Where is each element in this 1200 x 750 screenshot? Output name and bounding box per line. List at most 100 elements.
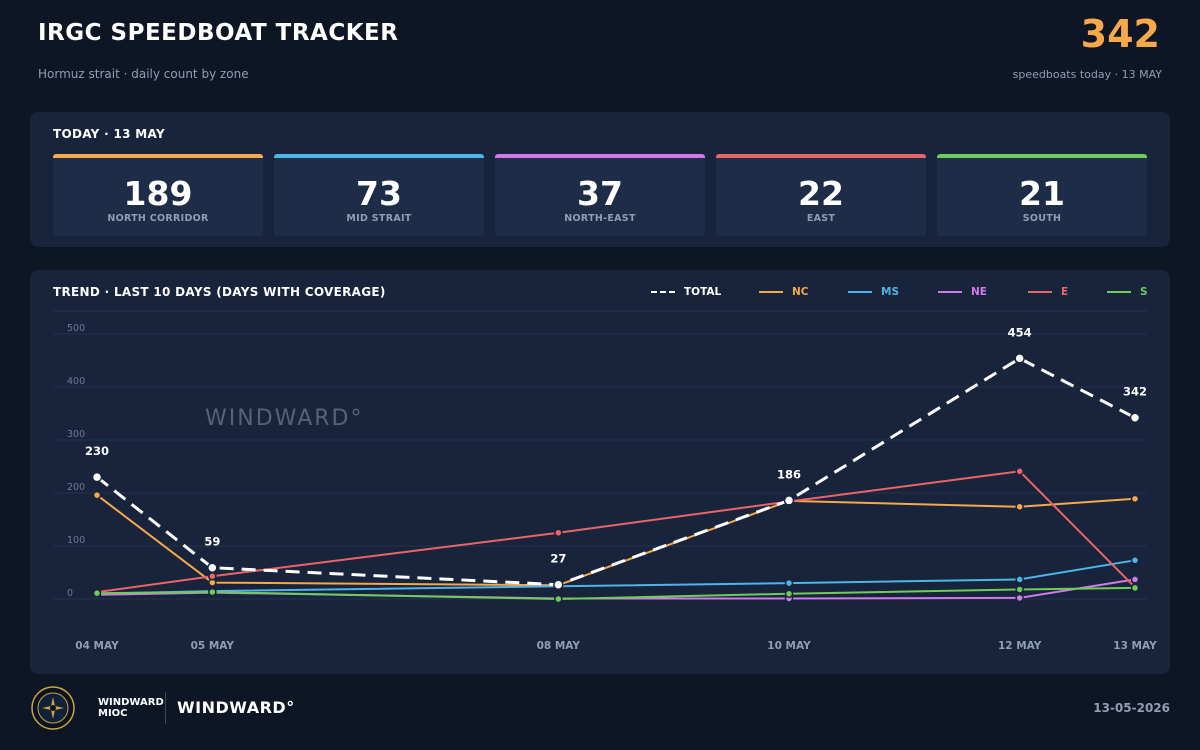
- data-point-e: [208, 571, 217, 581]
- legend-label: NE: [971, 286, 987, 298]
- total-today-value: 342: [1080, 12, 1160, 56]
- total-today-label: speedboats today · 13 MAY: [1012, 68, 1162, 81]
- zone-label: EAST: [806, 213, 836, 224]
- legend-item-s[interactable]: S: [1107, 284, 1148, 300]
- series-line-e: [96, 470, 1136, 594]
- data-point-total: [1129, 412, 1141, 423]
- data-label-total: 454: [1008, 325, 1032, 339]
- zone-label: NORTH-EAST: [564, 213, 636, 224]
- page-subtitle: Hormuz strait · daily count by zone: [38, 67, 249, 81]
- legend-item-ne[interactable]: NE: [938, 284, 987, 300]
- series-line-total: [96, 356, 1136, 587]
- x-tick-label: 08 MAY: [537, 640, 581, 652]
- legend-label: MS: [881, 286, 900, 298]
- zone-card-mid-strait: 73 MID STRAIT: [274, 154, 484, 236]
- trend-panel: 0 100 200 300 400 500 WINDWARD° 04 MAY 05 MAY 08 …: [30, 270, 1170, 674]
- zone-card-south: 21 SOUTH: [937, 154, 1147, 236]
- legend-swatch: [1028, 291, 1052, 293]
- zone-value: 189: [123, 174, 193, 213]
- data-point-ms: [1015, 575, 1024, 584]
- trend-title: TREND · LAST 10 DAYS (DAYS WITH COVERAGE…: [53, 285, 386, 299]
- data-point-total: [1014, 353, 1025, 364]
- data-label-total: 27: [550, 552, 566, 566]
- data-point-ne: [1015, 593, 1024, 603]
- zone-card-east: 22 EAST: [716, 154, 926, 236]
- mioc-emblem-icon: [31, 686, 75, 730]
- series-line-ms: [96, 559, 1136, 595]
- legend-item-ms[interactable]: MS: [848, 284, 899, 300]
- data-point-total: [783, 495, 795, 506]
- x-tick-label: 12 MAY: [998, 640, 1042, 652]
- x-tick-label: 04 MAY: [75, 640, 119, 652]
- data-point-s: [92, 588, 102, 598]
- legend-label: NC: [792, 286, 809, 298]
- data-point-total: [553, 579, 564, 590]
- series-line-nc: [96, 494, 1136, 587]
- zone-color-bar: [495, 154, 705, 158]
- data-label-total: 342: [1123, 385, 1147, 399]
- zone-value: 22: [798, 174, 844, 213]
- zone-label: SOUTH: [1022, 213, 1062, 224]
- zone-color-bar: [937, 154, 1147, 158]
- zone-color-bar: [274, 154, 484, 158]
- watermark: WINDWARD°: [205, 406, 363, 431]
- zone-value: 73: [356, 174, 402, 213]
- data-point-ms: [784, 578, 794, 588]
- x-tick-label: 10 MAY: [767, 640, 811, 652]
- footer-brand: WINDWARD°: [177, 698, 295, 717]
- legend-item-nc[interactable]: NC: [759, 284, 809, 300]
- footer-divider: [165, 692, 166, 724]
- legend-label: TOTAL: [684, 286, 722, 298]
- page-title: IRGC SPEEDBOAT TRACKER: [38, 20, 399, 46]
- series-line-s: [96, 586, 1136, 600]
- data-point-e: [1015, 467, 1024, 476]
- data-point-total: [207, 562, 218, 573]
- zone-label: MID STRAIT: [346, 213, 412, 224]
- data-point-e: [554, 528, 563, 537]
- data-label-total: 59: [204, 535, 220, 549]
- data-point-total: [91, 471, 103, 483]
- footer-date: 13-05-2026: [1093, 701, 1170, 715]
- zone-card-north-east: 37 NORTH-EAST: [495, 154, 705, 236]
- y-tick-label: 200: [67, 482, 85, 493]
- y-tick-label: 100: [67, 535, 85, 546]
- zone-card-north-corridor: 189 NORTH CORRIDOR: [53, 154, 263, 236]
- data-point-nc: [92, 490, 102, 500]
- trend-chart: 0 100 200 300 400 500 WINDWARD° 04 MAY 05 MAY 08 …: [53, 310, 1157, 652]
- data-point-s: [1130, 583, 1140, 593]
- y-tick-label: 0: [67, 588, 73, 599]
- data-point-ne: [1130, 575, 1140, 584]
- legend-item-total[interactable]: TOTAL: [651, 284, 721, 300]
- footer-org-line1: WINDWARD: [98, 697, 164, 708]
- zone-value: 37: [577, 174, 623, 213]
- data-label-total: 230: [85, 444, 109, 458]
- zone-value: 21: [1019, 174, 1065, 213]
- footer-org-line2: MIOC: [98, 708, 128, 719]
- zone-label: NORTH CORRIDOR: [107, 213, 209, 224]
- zone-color-bar: [53, 154, 263, 158]
- data-point-s: [1015, 585, 1024, 594]
- today-title: TODAY · 13 MAY: [53, 127, 165, 141]
- y-tick-label: 500: [67, 323, 85, 334]
- today-panel: TODAY · 13 MAY 189 NORTH CORRIDOR 73 MID…: [30, 112, 1170, 247]
- legend-item-e[interactable]: E: [1028, 284, 1068, 300]
- data-point-nc: [1015, 502, 1024, 512]
- legend-swatch: [651, 291, 675, 293]
- data-point-s: [784, 589, 794, 598]
- x-tick-label: 13 MAY: [1113, 640, 1157, 652]
- footer-org: WINDWARD MIOC: [98, 697, 164, 719]
- legend-swatch: [848, 291, 872, 293]
- data-point-nc: [1130, 494, 1140, 504]
- legend-swatch: [938, 291, 962, 293]
- x-tick-label: 05 MAY: [191, 640, 235, 652]
- legend-label: S: [1140, 286, 1148, 298]
- legend-label: E: [1061, 286, 1069, 298]
- y-tick-label: 300: [67, 429, 85, 440]
- data-point-ms: [1130, 556, 1140, 565]
- zone-color-bar: [716, 154, 926, 158]
- data-point-s: [208, 587, 217, 597]
- data-label-total: 186: [777, 467, 801, 481]
- legend-swatch: [759, 291, 783, 293]
- legend-swatch: [1107, 291, 1131, 293]
- y-tick-label: 400: [67, 376, 85, 387]
